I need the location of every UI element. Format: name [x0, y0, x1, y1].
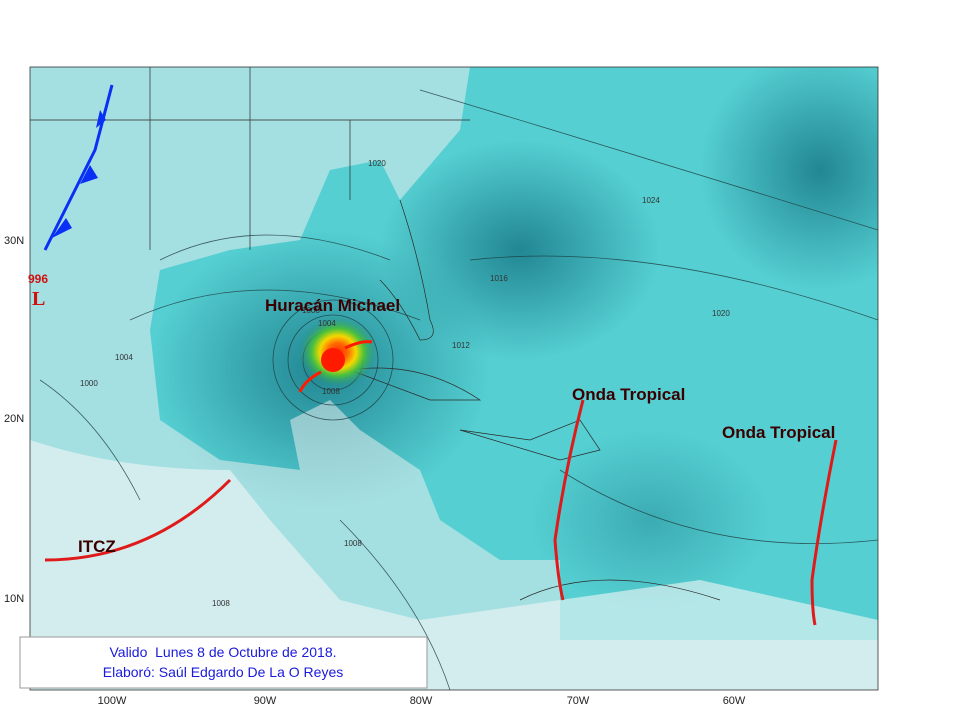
label: 996	[28, 272, 48, 286]
map-shape	[287, 314, 379, 406]
map-shape	[298, 370, 322, 393]
map-shape	[52, 110, 106, 238]
label: 30N	[4, 235, 24, 247]
label: 60W	[723, 695, 746, 707]
map-shape	[419, 89, 878, 231]
label: Onda Tropical	[572, 385, 685, 404]
label: 70W	[567, 695, 590, 707]
map-shape	[30, 67, 470, 250]
map-shape	[129, 289, 421, 321]
label: 1024	[642, 196, 660, 205]
label: 1000	[80, 379, 98, 388]
map-shape	[380, 140, 660, 360]
map-shape	[553, 399, 585, 601]
map-shape	[159, 234, 391, 261]
label: 1008	[322, 387, 340, 396]
label: 1008	[302, 306, 320, 315]
label: 1020	[368, 159, 386, 168]
map-shape	[29, 66, 879, 691]
map-shape	[700, 67, 878, 290]
map-shape	[321, 348, 345, 372]
label: 1008	[344, 539, 362, 548]
map-shape	[44, 478, 232, 562]
map-shape	[519, 579, 721, 601]
label: 1020	[712, 309, 730, 318]
label: 90W	[254, 695, 277, 707]
map-shape	[530, 430, 770, 610]
map-shape	[459, 419, 601, 461]
label: 100W	[98, 695, 127, 707]
map-shape	[39, 379, 141, 501]
label: L	[32, 288, 45, 310]
map-shape	[810, 439, 838, 626]
label: 1004	[115, 353, 133, 362]
map-shape	[272, 299, 394, 421]
label: Elaboró: Saúl Edgardo De La O Reyes	[103, 664, 343, 680]
map-shape	[559, 469, 878, 544]
label: 10N	[4, 593, 24, 605]
label: 1004	[318, 319, 336, 328]
map-shape	[344, 340, 373, 350]
map-shape	[339, 519, 451, 690]
label: ITCZ	[78, 537, 116, 556]
map-area: 1020 1024 1016 1020 1012 1008 1004 1000 …	[30, 67, 878, 690]
map-shape	[469, 255, 878, 321]
label: 80W	[410, 695, 433, 707]
label: Huracán Michael	[265, 296, 400, 315]
map-shape	[379, 199, 434, 341]
label: 20N	[4, 413, 24, 425]
caption-box	[19, 636, 428, 689]
map-shape	[30, 440, 878, 690]
label: 1008	[212, 599, 230, 608]
label: Valido Lunes 8 de Octubre de 2018.	[109, 644, 336, 660]
label: 1016	[490, 274, 508, 283]
label: 1012	[452, 341, 470, 350]
label: Onda Tropical	[722, 423, 835, 442]
